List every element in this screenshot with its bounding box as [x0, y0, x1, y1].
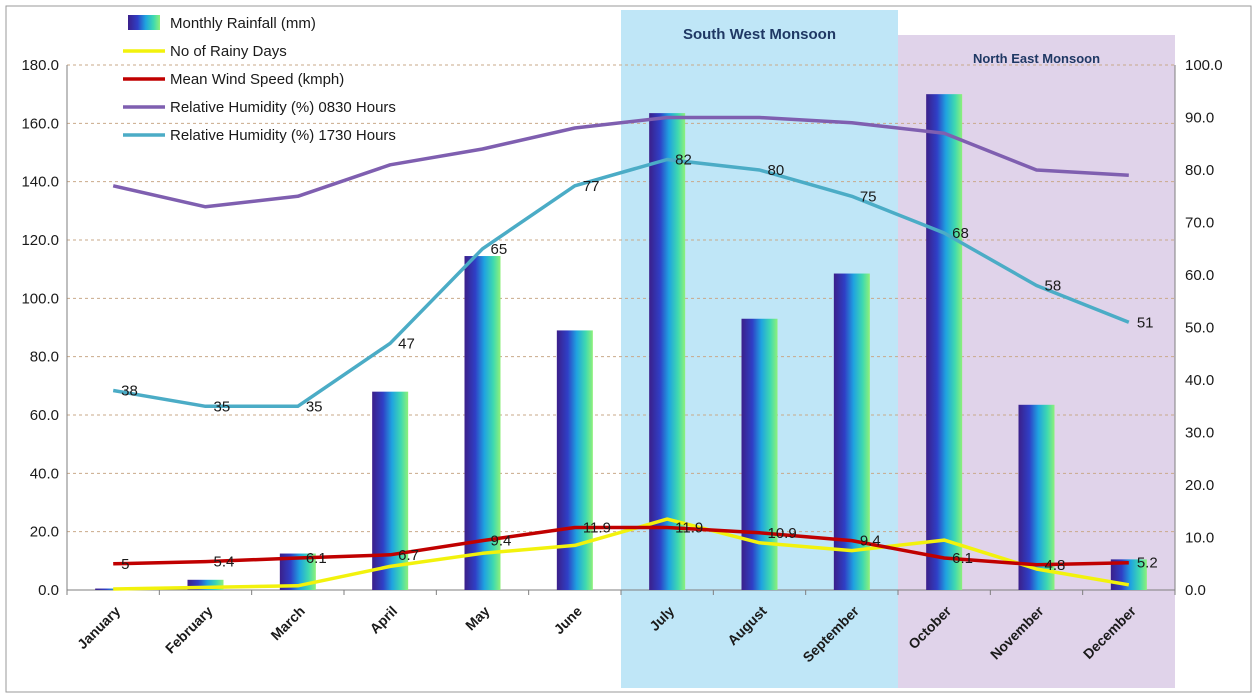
data-label: 65 — [491, 241, 508, 258]
y-left-tick-label: 160.0 — [21, 115, 59, 132]
data-label: 9.4 — [491, 533, 512, 550]
rainfall-bar — [926, 94, 963, 591]
y-right-tick-label: 40.0 — [1185, 372, 1214, 389]
legend-label: No of Rainy Days — [170, 43, 287, 60]
x-tick-label: June — [551, 603, 586, 638]
rainfall-bar — [464, 256, 501, 590]
y-left-tick-label: 60.0 — [30, 407, 59, 424]
data-label: 10.9 — [768, 525, 797, 542]
legend-label: Mean Wind Speed (kmph) — [170, 71, 344, 88]
y-left-tick-label: 20.0 — [30, 524, 59, 541]
data-label: 80 — [768, 162, 785, 179]
y-right-tick-label: 50.0 — [1185, 320, 1214, 337]
x-tick-label: March — [267, 603, 307, 643]
y-right-tick-label: 90.0 — [1185, 110, 1214, 127]
data-label: 5.4 — [214, 554, 235, 571]
y-left-tick-label: 100.0 — [21, 290, 59, 307]
x-tick-label: February — [162, 603, 216, 657]
y-left-tick-label: 140.0 — [21, 174, 59, 191]
data-label: 75 — [860, 188, 877, 205]
monsoon-band-label: South West Monsoon — [683, 26, 836, 43]
chart-frame — [5, 5, 1252, 693]
data-label: 6.7 — [398, 547, 419, 564]
y-left-tick-label: 80.0 — [30, 349, 59, 366]
y-right-tick-label: 0.0 — [1185, 582, 1206, 599]
data-label: 5 — [121, 556, 129, 573]
x-tick-label: April — [366, 603, 400, 637]
data-label: 51 — [1137, 314, 1154, 331]
y-right-tick-label: 60.0 — [1185, 267, 1214, 284]
data-label: 82 — [675, 152, 692, 169]
data-label: 68 — [952, 225, 969, 242]
y-right-tick-label: 20.0 — [1185, 477, 1214, 494]
data-label: 58 — [1045, 278, 1062, 295]
data-label: 35 — [214, 398, 231, 415]
y-right-tick-label: 10.0 — [1185, 530, 1214, 547]
y-left-tick-label: 180.0 — [21, 57, 59, 74]
rainfall-bar — [649, 113, 686, 590]
data-label: 47 — [398, 335, 415, 352]
rainfall-bar — [1018, 404, 1055, 590]
rainfall-bar — [556, 330, 593, 590]
legend-label: Relative Humidity (%) 0830 Hours — [170, 99, 396, 116]
y-left-tick-label: 120.0 — [21, 232, 59, 249]
data-label: 11.9 — [675, 520, 703, 537]
series-line — [112, 115, 1129, 209]
data-label: 4.8 — [1045, 557, 1066, 574]
data-label: 38 — [121, 383, 138, 400]
data-label: 6.1 — [952, 550, 973, 567]
series-line — [112, 157, 1130, 409]
series-line — [113, 517, 1130, 591]
y-right-tick-label: 100.0 — [1185, 57, 1223, 74]
y-left-tick-label: 0.0 — [38, 582, 59, 599]
legend-label: Monthly Rainfall (mm) — [170, 15, 316, 32]
y-right-tick-label: 70.0 — [1185, 215, 1214, 232]
x-tick-label: January — [74, 603, 123, 652]
x-tick-label: May — [462, 603, 493, 634]
legend-swatch — [128, 15, 160, 30]
data-label: 35 — [306, 398, 323, 415]
series-line — [113, 525, 1129, 567]
rainfall-bar — [833, 273, 870, 590]
data-label: 5.2 — [1137, 555, 1158, 572]
y-right-tick-label: 80.0 — [1185, 162, 1214, 179]
monsoon-band-label: North East Monsoon — [973, 51, 1100, 66]
data-label: 9.4 — [860, 533, 881, 550]
data-label: 11.9 — [583, 520, 611, 537]
data-label: 6.1 — [306, 550, 327, 567]
y-right-tick-label: 30.0 — [1185, 425, 1214, 442]
rainfall-bar — [741, 318, 778, 590]
y-left-tick-label: 40.0 — [30, 465, 59, 482]
legend-label: Relative Humidity (%) 1730 Hours — [170, 127, 396, 144]
data-label: 77 — [583, 178, 600, 195]
rainfall-bar — [95, 588, 132, 590]
rainfall-bar — [187, 579, 224, 590]
